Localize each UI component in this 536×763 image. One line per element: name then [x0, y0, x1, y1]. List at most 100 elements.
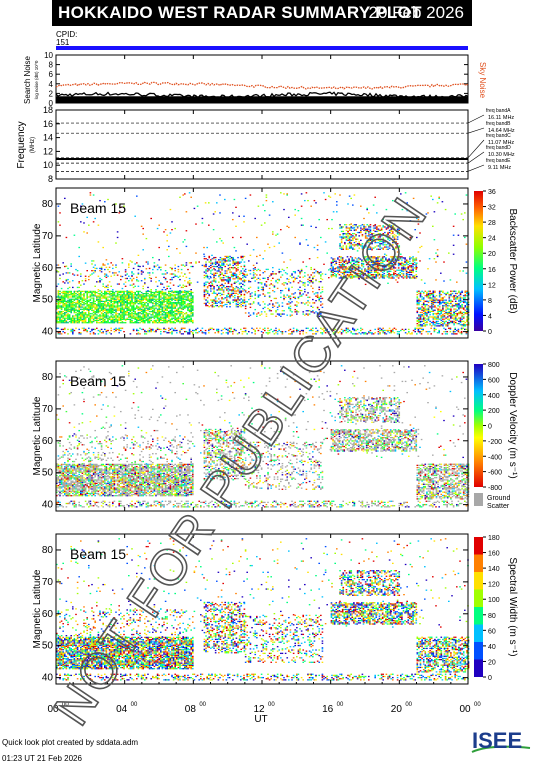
scatter-cell [362, 224, 364, 225]
scatter-cell [80, 293, 82, 294]
scatter-cell [431, 311, 433, 312]
scatter-cell [262, 289, 264, 290]
scatter-cell [138, 296, 140, 297]
scatter-cell [72, 316, 74, 317]
scatter-cell [264, 330, 266, 331]
scatter-cell [93, 315, 95, 316]
scatter-cell [139, 300, 141, 301]
scatter-cell [190, 291, 192, 292]
scatter-cell [458, 321, 460, 322]
scatter-cell [452, 322, 454, 323]
scatter-cell [296, 311, 298, 312]
scatter-cell [447, 307, 449, 308]
scatter-cell [158, 299, 160, 300]
scatter-cell [226, 289, 228, 290]
scatter-cell [229, 269, 231, 270]
scatter-cell [179, 285, 181, 286]
scatter-cell [266, 316, 268, 317]
scatter-cell [72, 329, 74, 330]
scatter-cell [174, 295, 176, 296]
scatter-cell [409, 274, 411, 275]
scatter-cell [218, 302, 220, 303]
scatter-cell [160, 296, 162, 297]
scatter-cell [245, 328, 247, 329]
scatter-cell [234, 290, 236, 291]
scatter-cell [165, 314, 167, 315]
scatter-cell [150, 289, 152, 290]
scatter-cell [142, 266, 144, 267]
scatter-cell [428, 317, 430, 318]
scatter-cell [82, 306, 84, 307]
scatter-cell [155, 304, 157, 305]
scatter-cell [123, 304, 125, 305]
scatter-cell [239, 292, 241, 293]
scatter-cell [160, 302, 162, 303]
scatter-cell [187, 321, 189, 322]
scatter-cell [64, 303, 66, 304]
scatter-cell [278, 269, 280, 270]
scatter-cell [61, 333, 63, 334]
scatter-cell [460, 302, 462, 303]
scatter-cell [262, 278, 264, 279]
scatter-cell [110, 302, 112, 303]
scatter-cell [118, 329, 120, 330]
scatter-cell [211, 328, 213, 329]
scatter-cell [213, 329, 215, 330]
scatter-cell [154, 322, 156, 323]
scatter-cell [70, 263, 72, 264]
scatter-cell [240, 292, 242, 293]
scatter-cell [160, 292, 162, 293]
scatter-cell [269, 284, 271, 285]
scatter-cell [290, 299, 292, 300]
scatter-cell [106, 333, 108, 334]
scatter-cell [150, 314, 152, 315]
scatter-cell [142, 315, 144, 316]
scatter-cell [237, 333, 239, 334]
scatter-cell [122, 322, 124, 323]
scatter-cell [93, 272, 95, 273]
scatter-cell [332, 266, 334, 267]
scatter-cell [98, 308, 100, 309]
scatter-cell [114, 319, 116, 320]
scatter-cell [152, 305, 154, 306]
scatter-cell [74, 319, 76, 320]
scatter-cell [210, 285, 212, 286]
scatter-cell [407, 268, 409, 269]
scatter-cell [312, 291, 314, 292]
scatter-cell [205, 266, 207, 267]
scatter-cell [107, 263, 109, 264]
scatter-cell [439, 319, 441, 320]
scatter-cell [429, 321, 431, 322]
scatter-cell [212, 305, 214, 306]
scatter-cell [429, 312, 431, 313]
scatter-cell [126, 293, 128, 294]
scatter-cell [220, 288, 222, 289]
scatter-cell [205, 299, 207, 300]
scatter-cell [234, 330, 236, 331]
scatter-cell [144, 322, 146, 323]
scatter-cell [218, 287, 220, 288]
scatter-cell [363, 224, 365, 225]
scatter-cell [125, 308, 127, 309]
scatter-cell [67, 272, 69, 273]
sky-noise-series [56, 82, 468, 89]
scatter-cell [226, 286, 228, 287]
scatter-cell [99, 310, 101, 311]
scatter-cell [99, 270, 101, 271]
scatter-cell [99, 303, 101, 304]
scatter-cell [240, 294, 242, 295]
scatter-cell [86, 308, 88, 309]
scatter-cell [115, 328, 117, 329]
scatter-cell [83, 302, 85, 303]
scatter-cell [104, 305, 106, 306]
scatter-cell [436, 321, 438, 322]
scatter-cell [234, 264, 236, 265]
scatter-cell [205, 270, 207, 271]
scatter-cell [131, 293, 133, 294]
scatter-cell [134, 263, 136, 264]
scatter-cell [426, 322, 428, 323]
scatter-cell [267, 269, 269, 270]
scatter-cell [192, 310, 194, 311]
scatter-cell [184, 290, 186, 291]
scatter-cell [88, 321, 90, 322]
